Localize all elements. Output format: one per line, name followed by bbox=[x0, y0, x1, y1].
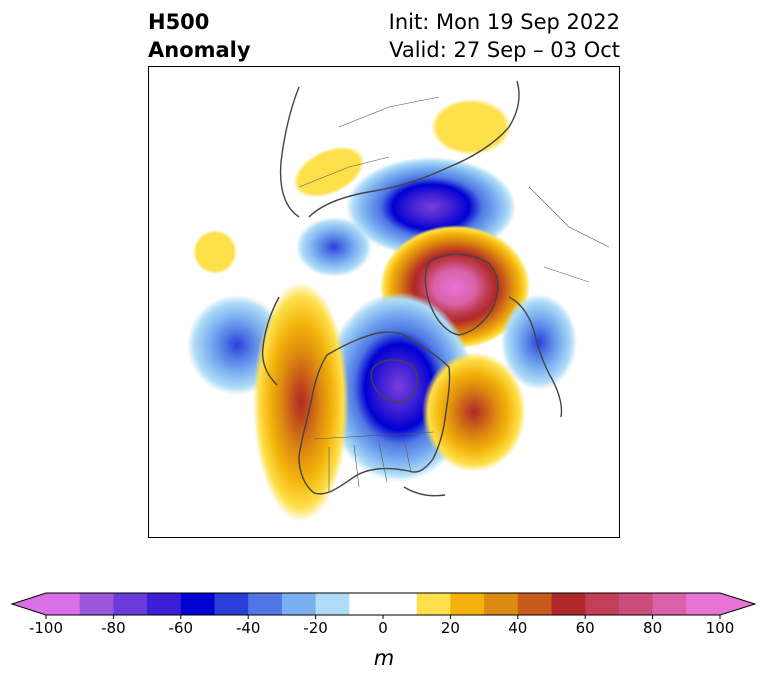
colorbar-bin bbox=[551, 593, 586, 615]
colorbar-bin bbox=[618, 593, 654, 615]
colorbar-bin bbox=[585, 593, 620, 615]
colorbar-tick-label: 100 bbox=[706, 619, 735, 637]
eurasia-coastline bbox=[308, 80, 520, 218]
title-field-type: Anomaly bbox=[148, 38, 251, 62]
colorbar-tick-label: -100 bbox=[29, 619, 63, 637]
colorbar-svg: -100 -80 -60 -40 -20 0 20 40 60 80 100 m bbox=[10, 592, 757, 670]
colorbar-tick-label: 0 bbox=[378, 619, 388, 637]
negative-anomaly-europe bbox=[501, 294, 577, 390]
hudson-bay-coastline bbox=[370, 359, 419, 403]
colorbar-bin bbox=[214, 593, 249, 615]
colorbar-bin bbox=[383, 593, 418, 615]
init-time-label: Init: Mon 19 Sep 2022 bbox=[388, 10, 620, 34]
positive-anomaly-east-siberia bbox=[431, 99, 511, 155]
colorbar-bin bbox=[416, 593, 451, 615]
colorbar-tick-label: 20 bbox=[441, 619, 460, 637]
colorbar-bin bbox=[686, 593, 721, 615]
colorbar-tick-label: 80 bbox=[643, 619, 662, 637]
colorbar-tick-label: -40 bbox=[236, 619, 261, 637]
colorbar-bin bbox=[652, 593, 687, 615]
positive-anomaly-north-europe bbox=[293, 146, 365, 198]
coastlines bbox=[261, 80, 563, 497]
colorbar-bin bbox=[79, 593, 114, 615]
colorbar-extend-max bbox=[720, 593, 755, 615]
europe-coastline bbox=[508, 296, 563, 418]
colorbar-bin bbox=[315, 593, 350, 615]
positive-anomaly-gulf-of-alaska bbox=[253, 282, 349, 522]
colorbar-bin bbox=[450, 593, 485, 615]
colorbar-bin bbox=[484, 593, 519, 615]
positive-anomaly-pacific-small bbox=[193, 230, 237, 274]
caribbean-coastline bbox=[403, 486, 446, 497]
colorbar-bin bbox=[113, 593, 148, 615]
colorbar: -100 -80 -60 -40 -20 0 20 40 60 80 100 m bbox=[0, 588, 768, 678]
anomaly-map bbox=[148, 66, 620, 538]
anomaly-shading bbox=[187, 99, 577, 522]
valid-period-label: Valid: 27 Sep – 03 Oct bbox=[389, 38, 620, 62]
colorbar-tick-label: 40 bbox=[508, 619, 527, 637]
colorbar-tick-label: -60 bbox=[169, 619, 194, 637]
title-field-name: H500 bbox=[148, 10, 210, 34]
colorbar-bin bbox=[517, 593, 552, 615]
colorbar-bin bbox=[147, 593, 182, 615]
negative-anomaly-scandinavia bbox=[296, 217, 372, 277]
colorbar-tick-label: -20 bbox=[303, 619, 328, 637]
colorbar-bin bbox=[248, 593, 283, 615]
plot-title-right: Init: Mon 19 Sep 2022 Valid: 27 Sep – 03… bbox=[389, 8, 620, 64]
colorbar-unit-label: m bbox=[374, 646, 394, 670]
colorbar-bin bbox=[46, 593, 81, 615]
greenland-coastline bbox=[424, 253, 499, 336]
north-america-coastline bbox=[298, 331, 451, 495]
colorbar-tick-label: 60 bbox=[576, 619, 595, 637]
colorbar-bin bbox=[281, 593, 317, 615]
colorbar-bin bbox=[349, 593, 384, 615]
alaska-coastline bbox=[261, 296, 280, 386]
country-borders bbox=[298, 96, 610, 492]
colorbar-bin bbox=[180, 593, 215, 615]
positive-anomaly-north-atlantic bbox=[422, 352, 526, 472]
plot-title-left: H500 Anomaly bbox=[148, 8, 251, 64]
colorbar-extend-min bbox=[12, 593, 46, 615]
colorbar-tick-label: -80 bbox=[101, 619, 126, 637]
asia-east-coastline bbox=[279, 86, 300, 218]
